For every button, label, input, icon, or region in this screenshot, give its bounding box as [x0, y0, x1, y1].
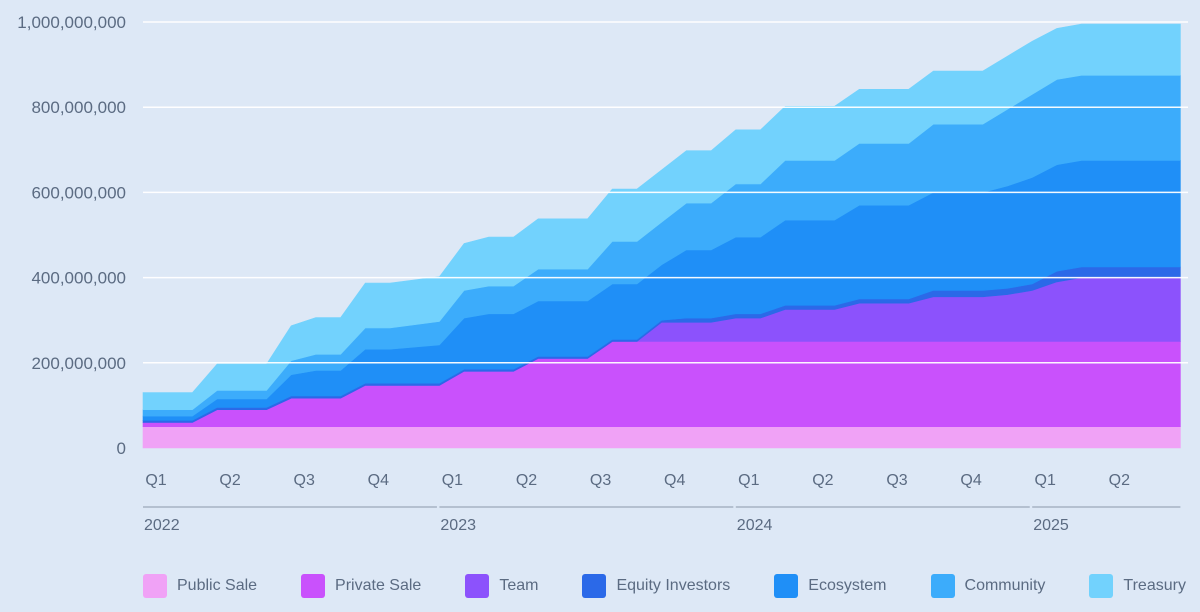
legend-label: Equity Investors [616, 577, 731, 594]
x-tick-label: Q2 [812, 472, 833, 489]
x-tick-label: Q4 [960, 472, 981, 489]
x-tick-label: Q1 [738, 472, 759, 489]
x-tick-label: Q2 [219, 472, 240, 489]
legend-swatch [774, 574, 799, 598]
x-tick-label: Q3 [590, 472, 611, 489]
legend-label: Ecosystem [808, 577, 887, 594]
legend-label: Team [499, 577, 539, 594]
legend-item-community[interactable]: Community [930, 574, 1046, 598]
x-tick-label: Q3 [886, 472, 907, 489]
y-tick-label: 1,000,000,000 [17, 13, 126, 32]
x-tick-label: Q2 [1109, 472, 1130, 489]
y-tick-label: 400,000,000 [31, 269, 126, 288]
year-label: 2024 [737, 517, 773, 534]
legend-item-ecosystem[interactable]: Ecosystem [774, 574, 887, 598]
legend-swatch [1089, 574, 1114, 598]
x-tick-label: Q2 [516, 472, 537, 489]
legend-swatch [301, 574, 326, 598]
legend-label: Private Sale [335, 577, 422, 594]
y-tick-label: 600,000,000 [31, 183, 126, 202]
x-axis: Q1 Q2 Q3 Q4 Q1 Q2 Q3 Q4 Q1 Q2 Q3 Q4 Q1 Q2 2022 2023 2024… [143, 472, 1181, 534]
legend-swatch [143, 574, 167, 598]
year-label: 2025 [1033, 517, 1069, 534]
area-public-sale [142, 426, 1181, 449]
x-tick-label: Q4 [368, 472, 389, 489]
legend-item-treasury[interactable]: Treasury [1089, 574, 1186, 598]
legend-swatch [582, 574, 607, 598]
legend-item-team[interactable]: Team [465, 574, 538, 598]
x-tick-label: Q3 [294, 472, 315, 489]
chart-legend: Public Sale Private Sale Team Equity Inv… [0, 568, 1200, 604]
legend-swatch [930, 574, 955, 598]
legend-label: Treasury [1123, 577, 1186, 594]
stacked-area-chart: 0 200,000,000 400,000,000 600,000,000 800,00… [17, 13, 1188, 534]
area-treasury [142, 23, 1181, 411]
legend-item-equity-investors[interactable]: Equity Investors [582, 574, 730, 598]
x-tick-label: Q4 [664, 472, 685, 489]
x-tick-label: Q1 [442, 472, 463, 489]
legend-label: Public Sale [177, 577, 258, 594]
legend-item-public-sale[interactable]: Public Sale [143, 574, 257, 598]
x-tick-label: Q1 [145, 472, 166, 489]
y-axis: 0 200,000,000 400,000,000 600,000,000 800,00… [17, 13, 126, 458]
year-label: 2023 [440, 517, 476, 534]
area-series [142, 21, 1188, 449]
y-tick-label: 0 [117, 439, 126, 458]
year-label: 2022 [144, 517, 180, 534]
y-tick-label: 200,000,000 [31, 354, 126, 373]
legend-swatch [465, 574, 490, 598]
x-tick-label: Q1 [1035, 472, 1056, 489]
legend-label: Community [964, 577, 1046, 594]
legend-item-private-sale[interactable]: Private Sale [301, 574, 421, 598]
y-tick-label: 800,000,000 [31, 98, 126, 117]
